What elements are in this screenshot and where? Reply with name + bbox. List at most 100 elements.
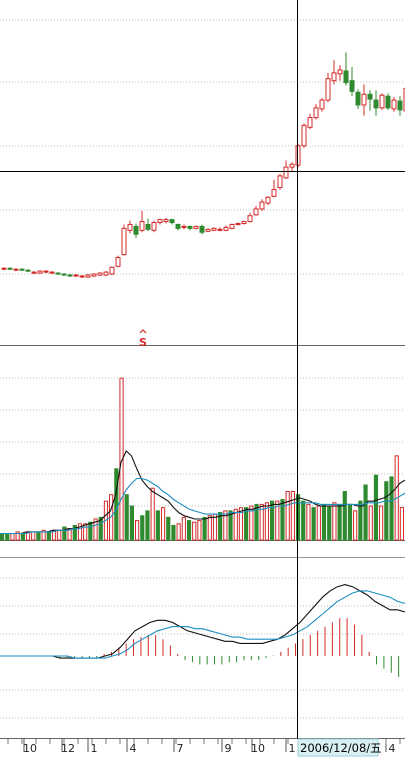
candle-body xyxy=(211,227,217,231)
candle-body xyxy=(349,80,355,92)
candle-body xyxy=(277,175,283,189)
volume-bar xyxy=(233,508,238,541)
volume-bar xyxy=(202,516,207,541)
candle-body xyxy=(223,226,229,231)
volume-bar xyxy=(275,500,280,541)
volume-bar xyxy=(93,518,98,541)
volume-bar xyxy=(0,533,5,541)
candle-body xyxy=(1,267,7,270)
candle-body xyxy=(103,271,109,276)
volume-bar xyxy=(358,500,363,541)
volume-bar xyxy=(186,520,192,541)
volume-bar xyxy=(321,503,327,541)
candle-body xyxy=(253,208,259,216)
volume-bar xyxy=(316,505,321,541)
candle-body xyxy=(13,268,19,271)
volume-bar xyxy=(155,510,160,541)
candle-body xyxy=(325,78,331,101)
volume-bar xyxy=(218,511,223,541)
candle-body xyxy=(229,223,235,229)
volume-bar xyxy=(223,510,228,541)
volume-bar xyxy=(347,503,353,541)
volume-bar xyxy=(249,505,254,541)
volume-bar xyxy=(119,377,124,541)
volume-bar xyxy=(342,490,347,541)
volume-bar xyxy=(166,516,171,541)
volume-bar xyxy=(192,521,197,541)
axis-month-label: 4 xyxy=(389,742,396,755)
candle-body xyxy=(301,124,307,147)
volume-bar xyxy=(306,503,311,541)
candle-body xyxy=(139,221,145,231)
axis-month-label: 12 xyxy=(61,742,75,755)
price-panel: S xyxy=(1,52,405,349)
candle-body xyxy=(259,201,265,210)
candle-body xyxy=(85,274,91,278)
volume-bar xyxy=(259,503,264,541)
volume-bar xyxy=(160,507,166,541)
axis-month-label: 1 xyxy=(289,742,296,755)
volume-bar xyxy=(379,505,384,541)
volume-bar xyxy=(135,520,140,541)
candle-body xyxy=(145,223,151,230)
volume-ma-black-line xyxy=(0,450,405,535)
volume-bar xyxy=(181,516,186,541)
candle-body xyxy=(193,225,199,229)
candle-body xyxy=(133,225,139,235)
candle-body xyxy=(379,94,385,109)
volume-bar xyxy=(373,474,379,541)
volume-bar xyxy=(114,468,119,541)
volume-panel xyxy=(0,377,405,541)
candle-body xyxy=(319,99,325,110)
volume-bar xyxy=(197,520,202,541)
candle-body xyxy=(163,219,169,223)
candle-body xyxy=(205,228,211,232)
volume-bar xyxy=(41,529,46,541)
candle-body xyxy=(97,272,103,276)
candle-body xyxy=(367,93,373,100)
candle-body xyxy=(7,267,13,270)
candle-body xyxy=(121,227,127,256)
candle-body xyxy=(307,117,313,128)
candle-body xyxy=(355,91,361,106)
candle-body xyxy=(343,70,349,84)
volume-bar xyxy=(301,500,306,541)
volume-bar xyxy=(337,503,342,541)
macd-panel xyxy=(0,584,405,677)
axis-month-label: 9 xyxy=(225,742,232,755)
volume-bar xyxy=(88,521,93,541)
candle-body xyxy=(43,270,49,273)
volume-bar xyxy=(384,481,389,541)
volume-bar xyxy=(228,510,233,541)
candle-body xyxy=(157,219,163,224)
volume-bar xyxy=(77,523,83,541)
candle-body xyxy=(391,99,397,110)
candle-body xyxy=(289,163,295,168)
candle-body xyxy=(373,99,379,109)
candle-body xyxy=(361,93,367,106)
candle-body xyxy=(67,274,73,277)
volume-bar xyxy=(280,499,285,541)
volume-ma-blue-line xyxy=(0,477,405,535)
candle-body xyxy=(19,268,25,271)
volume-bar xyxy=(244,507,249,541)
candle-body xyxy=(313,107,319,119)
volume-bar xyxy=(145,510,150,541)
candle-body xyxy=(337,69,343,75)
candle-body xyxy=(271,189,277,197)
candle-body xyxy=(61,273,67,276)
cursor-date-label: 2006/12/08/五 xyxy=(300,741,382,755)
volume-bar xyxy=(254,503,259,541)
volume-bar xyxy=(171,524,176,541)
candle-body xyxy=(37,270,43,274)
volume-bar xyxy=(36,531,41,541)
axis-month-label: 10 xyxy=(251,742,265,755)
candle-body xyxy=(169,219,175,224)
candle-body xyxy=(109,266,115,275)
volume-bar xyxy=(290,490,295,541)
volume-bar xyxy=(10,533,15,541)
candle-body xyxy=(247,215,253,223)
cursor-date-box xyxy=(297,738,379,757)
volume-bar xyxy=(176,523,181,541)
